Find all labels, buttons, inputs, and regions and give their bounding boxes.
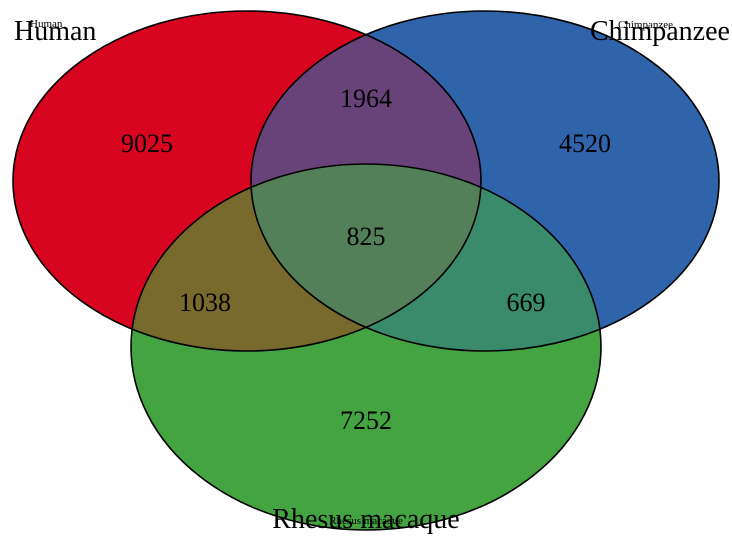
region-human-rhesus: 1038 bbox=[179, 288, 231, 317]
region-chimpanzee-rhesus: 669 bbox=[507, 288, 546, 317]
rhesus-macaque-set-outline bbox=[130, 163, 602, 531]
set-label-human-small: Human bbox=[30, 18, 63, 30]
region-all-three: 825 bbox=[347, 222, 386, 251]
set-label-chimpanzee: Chimpanzee bbox=[590, 16, 730, 47]
region-chimpanzee-only: 4520 bbox=[559, 129, 611, 158]
region-human-chimpanzee: 1964 bbox=[340, 84, 392, 113]
set-label-rhesus-macaque: Rhesus macaque bbox=[272, 504, 459, 535]
region-human-only: 9025 bbox=[121, 129, 173, 158]
set-label-chimpanzee-small: Chimpanzee bbox=[618, 19, 673, 31]
chimpanzee-set-outline bbox=[250, 10, 720, 352]
set-label-rhesus-macaque-small: Rhesus macaque bbox=[329, 515, 403, 527]
region-rhesus-only: 7252 bbox=[340, 406, 392, 435]
human-set-outline bbox=[12, 10, 482, 352]
set-label-human: Human bbox=[14, 16, 96, 47]
